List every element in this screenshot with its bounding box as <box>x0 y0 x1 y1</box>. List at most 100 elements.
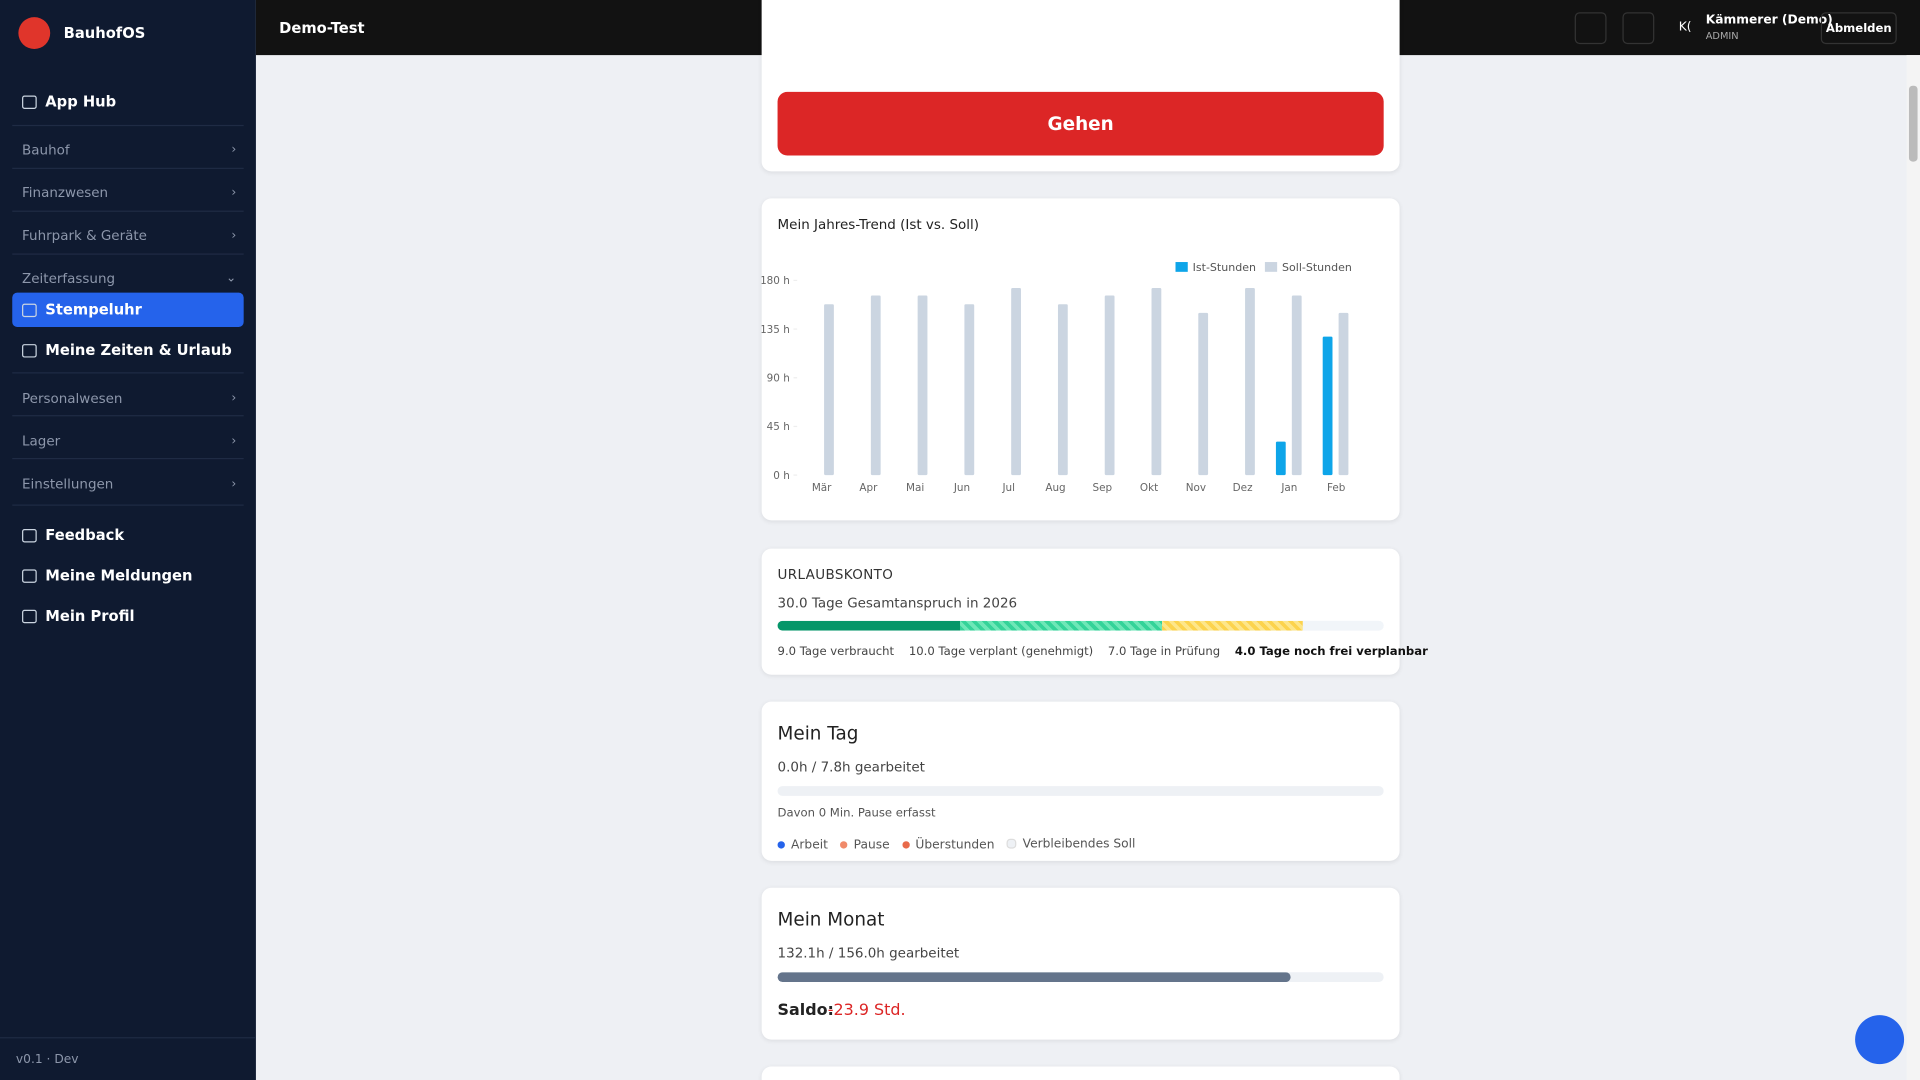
nav-icon <box>22 343 37 357</box>
month-summary: 132.1h / 156.0h gearbeitet <box>777 945 960 962</box>
y-tick-label: 135 h <box>762 324 790 336</box>
y-tick-label: 0 h <box>773 470 790 482</box>
chat-button[interactable] <box>1622 12 1655 45</box>
x-tick-label: Mai <box>906 482 924 494</box>
nav-item[interactable]: Einstellungen › <box>12 467 243 501</box>
nav-label: Mein Profil <box>45 607 135 625</box>
nav-item[interactable]: Personalwesen › <box>12 381 243 415</box>
vacation-segment <box>777 620 960 631</box>
logout-button[interactable]: Abmelden <box>1820 12 1897 45</box>
legend-item: Überstunden <box>901 838 995 852</box>
legend-label: Überstunden <box>915 838 995 852</box>
nav-label: App Hub <box>45 93 117 111</box>
x-tick-label: Feb <box>1327 482 1346 494</box>
vacation-bar <box>777 620 1384 631</box>
clock-card: Gehen <box>761 0 1400 172</box>
nav-label: Bauhof <box>22 141 70 158</box>
nav-label: Lager <box>22 432 61 449</box>
nav-item[interactable]: Mein Profil <box>12 599 243 633</box>
vacation-segment <box>1302 620 1384 631</box>
chevron: ⌄ <box>226 271 237 285</box>
scroll-thumb[interactable] <box>1908 85 1918 162</box>
day-summary: 0.0h / 7.8h gearbeitet <box>777 759 925 776</box>
progress-fill <box>777 972 1291 983</box>
bar <box>1322 336 1333 476</box>
legend-item: Verbleibendes Soll <box>1006 836 1136 851</box>
vacation-label: 9.0 Tage verbraucht <box>777 645 895 659</box>
x-tick-label: Jan <box>1280 482 1297 494</box>
vacation-label: 10.0 Tage verplant (genehmigt) <box>908 645 1094 659</box>
separator <box>12 372 244 374</box>
nav-item[interactable]: Meine Meldungen <box>12 558 243 592</box>
user-role: ADMIN <box>1705 30 1739 42</box>
legend-label: Pause <box>853 838 890 852</box>
nav-item[interactable]: Bauhof › <box>12 132 243 166</box>
x-tick-label: Apr <box>859 482 878 494</box>
chevron: › <box>231 391 237 405</box>
y-tick-label: 45 h <box>767 421 790 433</box>
chart-title: Mein Jahres-Trend (Ist vs. Soll) <box>777 216 979 233</box>
month-bar <box>777 972 1384 983</box>
nav-item[interactable]: Lager › <box>12 424 243 458</box>
bar <box>1057 304 1068 476</box>
nav-item[interactable]: Zeiterfassung ⌄ <box>12 261 243 295</box>
bar <box>1275 441 1286 476</box>
legend-dot <box>840 841 848 849</box>
chevron: › <box>231 185 237 199</box>
nav-label: Zeiterfassung <box>22 270 116 286</box>
version: v0.1 · Dev <box>15 1053 79 1067</box>
vacation-segment <box>959 620 1162 631</box>
x-tick-label: Sep <box>1092 482 1112 494</box>
nav-icon <box>22 303 37 317</box>
nav-item[interactable]: App Hub <box>12 84 243 118</box>
brand: BauhofOS <box>63 24 146 42</box>
calc-button[interactable] <box>1574 12 1607 45</box>
user-name: Kämmerer (Demo) <box>1705 13 1833 27</box>
nav-item[interactable]: Fuhrpark & Geräte › <box>12 218 243 252</box>
footer-line <box>0 1037 256 1039</box>
nav-item[interactable]: Stempeluhr <box>12 292 244 327</box>
separator <box>12 253 244 255</box>
nav-icon <box>22 609 37 623</box>
nav-label: Personalwesen <box>22 390 123 406</box>
legend-dot <box>1006 838 1017 849</box>
x-tick-label: Dez <box>1233 482 1253 494</box>
bar <box>1198 312 1209 476</box>
chat-fab[interactable] <box>1855 1015 1905 1065</box>
separator <box>12 504 244 506</box>
legend-label: Ist-Stunden <box>1193 261 1256 274</box>
logo <box>18 17 51 49</box>
nav-item[interactable]: Meine Zeiten & Urlaub <box>12 333 243 367</box>
y-tick-label: 90 h <box>767 372 790 384</box>
nav-item[interactable]: Feedback <box>12 518 243 552</box>
avatar: K( <box>1678 20 1692 35</box>
legend-item: Arbeit <box>777 838 828 852</box>
day-pause: Davon 0 Min. Pause erfasst <box>777 806 936 821</box>
nav-item[interactable]: Finanzwesen › <box>12 175 243 209</box>
vacation-total: 30.0 Tage Gesamtanspruch in 2026 <box>777 595 1018 612</box>
nav-label: Meine Meldungen <box>45 566 193 585</box>
next-card <box>761 1066 1400 1080</box>
x-tick-label: Aug <box>1045 482 1065 494</box>
legend-swatch <box>1264 262 1278 272</box>
legend-item: Pause <box>840 838 890 852</box>
x-tick-label: Nov <box>1186 482 1206 494</box>
chevron: › <box>231 476 237 491</box>
nav-label: Meine Zeiten & Urlaub <box>45 341 232 359</box>
chevron: › <box>231 228 237 242</box>
clock-out-button[interactable]: Gehen <box>777 91 1384 156</box>
vacation-card: URLAUBSKONTO 30.0 Tage Gesamtanspruch in… <box>761 548 1428 675</box>
legend-label: Verbleibendes Soll <box>1022 836 1136 851</box>
nav-label: Einstellungen <box>22 475 114 492</box>
vacation-label: 4.0 Tage noch frei verplanbar <box>1234 645 1428 659</box>
vacation-segment <box>1161 620 1303 631</box>
separator <box>12 457 244 460</box>
legend-label: Soll-Stunden <box>1282 261 1352 274</box>
bar <box>870 295 881 476</box>
x-tick-label: Jun <box>953 482 970 494</box>
nav-label: Fuhrpark & Geräte <box>22 227 147 244</box>
scrollbar <box>1906 55 1920 1080</box>
balance-value: -23.9 Std. <box>827 1001 906 1021</box>
bar <box>1104 295 1115 476</box>
vacation-labels: 9.0 Tage verbraucht 10.0 Tage verplant (g… <box>778 645 1443 658</box>
